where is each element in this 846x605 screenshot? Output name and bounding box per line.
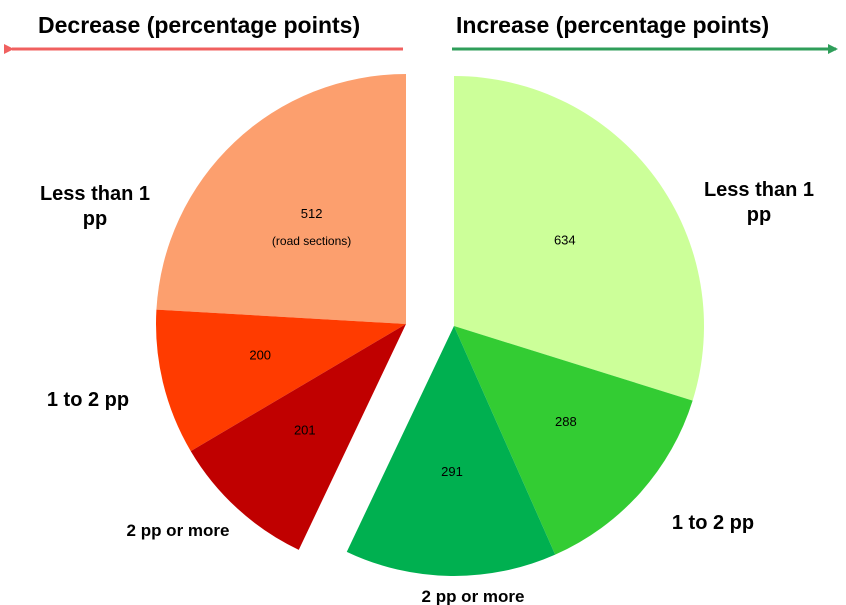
increase-header: Increase (percentage points): [456, 12, 769, 38]
decrease-header: Decrease (percentage points): [38, 12, 360, 38]
category-label-decrease-1: 1 to 2 pp: [47, 389, 129, 411]
pie-slice-decrease-2: [190, 324, 406, 550]
unit-note: (road sections): [272, 234, 351, 248]
value-label-increase-0: 634: [554, 233, 576, 248]
category-label-increase-2: 2 pp or more: [422, 587, 525, 605]
category-label-increase-0: Less than 1 pp: [704, 179, 814, 226]
value-label-increase-1: 288: [555, 414, 577, 429]
value-label-decrease-1: 200: [249, 347, 271, 362]
value-label-increase-2: 291: [441, 464, 463, 479]
category-label-decrease-0: Less than 1 pp: [40, 183, 150, 230]
pie-slice-decrease-1: [156, 309, 406, 452]
pie-slices: [156, 74, 705, 576]
category-label-increase-1: 1 to 2 pp: [672, 512, 754, 534]
pie-slice-decrease-0: [156, 74, 406, 324]
pie-labels: 512 (road sections) Less than 1 pp 200 1 to 2…: [40, 179, 814, 605]
pie-slice-increase-0: [454, 76, 705, 401]
pie-slice-increase-2: [346, 326, 556, 576]
pie-slice-increase-1: [454, 326, 693, 555]
value-label-decrease-2: 201: [294, 423, 316, 438]
value-label-decrease-0: 512: [301, 206, 323, 221]
category-label-decrease-2: 2 pp or more: [127, 521, 230, 540]
